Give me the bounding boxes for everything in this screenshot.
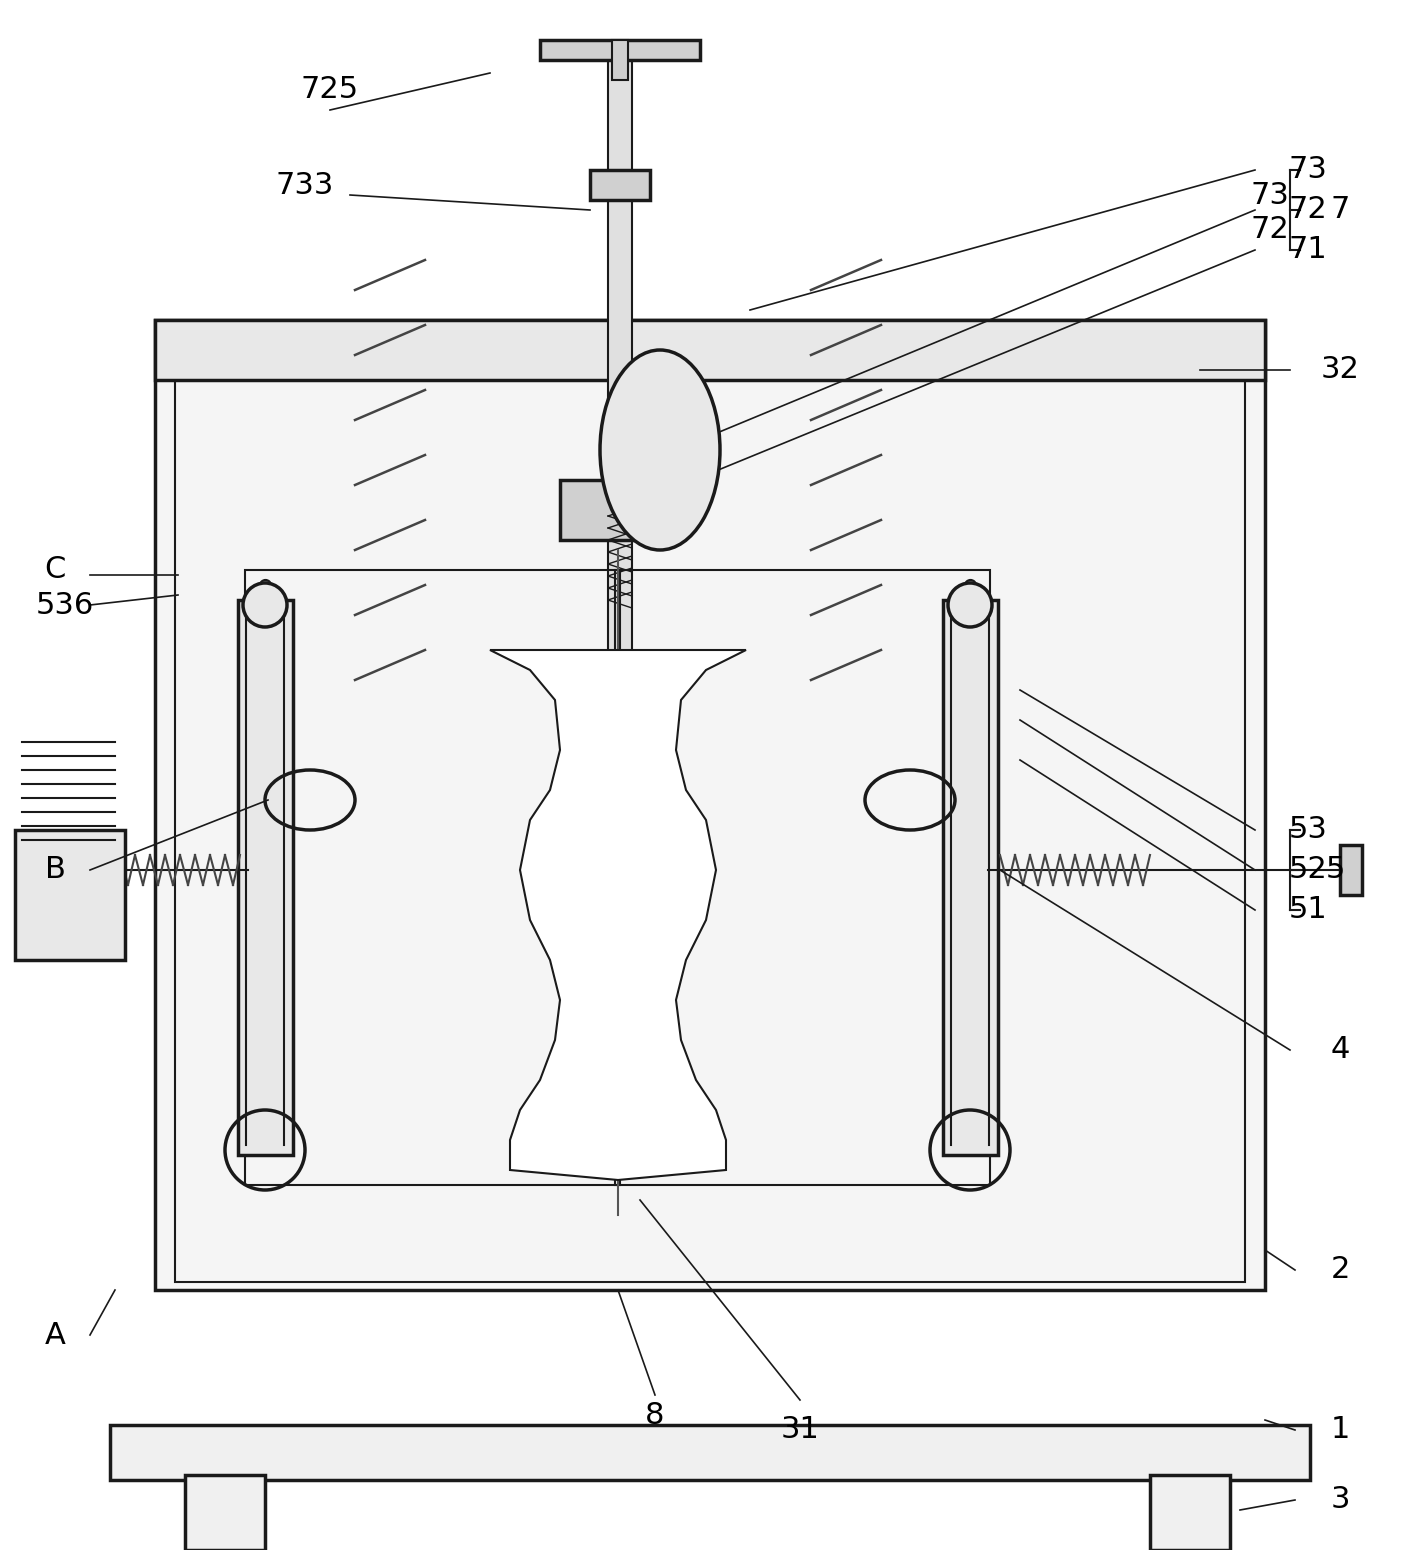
Text: 8: 8 — [646, 1401, 664, 1429]
Text: 536: 536 — [35, 591, 93, 620]
Text: 2: 2 — [1330, 1256, 1349, 1285]
Text: A: A — [44, 1321, 65, 1350]
Bar — [943, 600, 998, 1155]
Bar — [612, 40, 629, 81]
Text: 733: 733 — [276, 170, 334, 200]
Bar — [539, 40, 700, 60]
Text: B: B — [44, 856, 65, 885]
Text: 32: 32 — [1321, 355, 1359, 384]
Bar — [154, 319, 1264, 380]
Bar — [176, 329, 1245, 1282]
Bar — [154, 319, 1264, 1290]
Text: 73: 73 — [1250, 180, 1290, 209]
Text: 3: 3 — [1330, 1485, 1349, 1514]
Bar — [590, 170, 650, 200]
Text: 53: 53 — [1289, 815, 1327, 845]
Text: C: C — [44, 555, 65, 584]
Text: 1: 1 — [1330, 1415, 1349, 1445]
Bar — [16, 829, 125, 959]
Text: 4: 4 — [1330, 1035, 1349, 1065]
Text: 72: 72 — [1289, 195, 1327, 225]
Bar — [559, 480, 640, 539]
Text: 725: 725 — [302, 76, 360, 104]
Text: 31: 31 — [780, 1415, 820, 1445]
Circle shape — [947, 583, 993, 628]
Bar — [185, 1476, 265, 1550]
Text: 71: 71 — [1289, 236, 1327, 265]
Bar — [1150, 1476, 1231, 1550]
Text: 72: 72 — [1250, 215, 1290, 245]
Bar — [607, 50, 632, 721]
Bar — [245, 570, 620, 1186]
Text: 51: 51 — [1289, 896, 1327, 924]
Bar — [1340, 845, 1362, 894]
Text: 5: 5 — [1325, 856, 1345, 885]
Bar — [238, 600, 293, 1155]
Bar — [110, 1424, 1310, 1480]
Ellipse shape — [600, 350, 719, 550]
Text: 73: 73 — [1289, 155, 1327, 184]
Text: 52: 52 — [1289, 856, 1327, 885]
Bar — [615, 570, 990, 1186]
Circle shape — [244, 583, 287, 628]
Polygon shape — [490, 649, 746, 1180]
Text: 7: 7 — [1330, 195, 1349, 225]
